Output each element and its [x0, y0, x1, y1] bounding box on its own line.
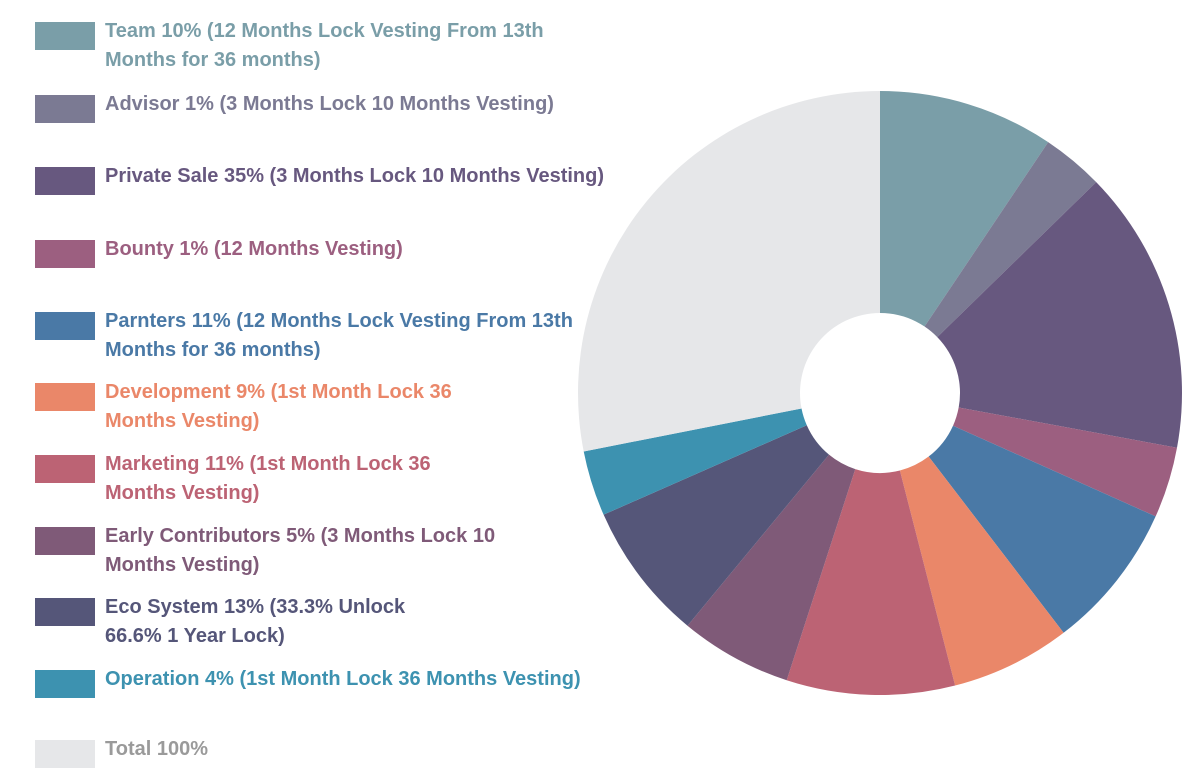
legend-swatch	[35, 95, 95, 123]
pie-slice	[603, 425, 830, 626]
legend-swatch	[35, 240, 95, 268]
pie-slice	[928, 425, 1156, 633]
legend-label: Development 9% (1st Month Lock 36 Months…	[105, 381, 452, 432]
legend-label: Early Contributors 5% (3 Months Lock 10 …	[105, 525, 496, 576]
legend-swatch	[35, 22, 95, 50]
legend-swatch	[35, 383, 95, 411]
legend-swatch	[35, 167, 95, 195]
legend-label: Private Sale 35% (3 Months Lock 10 Month…	[105, 165, 605, 187]
legend-swatch	[35, 670, 95, 698]
legend-label: Bounty 1% (12 Months Vesting)	[105, 238, 403, 260]
legend-label: Parnters 11% (12 Months Lock Vesting Fro…	[105, 310, 573, 361]
legend-label: Eco System 13% (33.3% Unlock 66.6% 1 Yea…	[105, 596, 406, 647]
legend-label: Marketing 11% (1st Month Lock 36 Months …	[105, 453, 431, 504]
pie-slice	[880, 91, 1049, 327]
legend-swatch	[35, 527, 95, 555]
pie-slice	[924, 142, 1097, 338]
pie-slice	[899, 456, 1064, 686]
legend-swatch	[35, 598, 95, 626]
pie-slice	[583, 408, 807, 515]
pie-slice	[578, 91, 880, 452]
legend: Team 10% (12 Months Lock Vesting From 13…	[35, 20, 604, 768]
legend-label: Advisor 1% (3 Months Lock 10 Months Vest…	[105, 93, 554, 115]
legend-label: Team 10% (12 Months Lock Vesting From 13…	[105, 20, 544, 71]
legend-swatch	[35, 740, 95, 768]
legend-swatch	[35, 455, 95, 483]
legend-swatch	[35, 312, 95, 340]
pie-slice	[786, 469, 956, 695]
pie-slice	[687, 454, 856, 681]
pie-slice	[953, 407, 1178, 517]
legend-label: Operation 4% (1st Month Lock 36 Months V…	[105, 668, 581, 690]
legend-label: Total 100%	[105, 738, 208, 760]
pie-slice	[937, 182, 1182, 448]
